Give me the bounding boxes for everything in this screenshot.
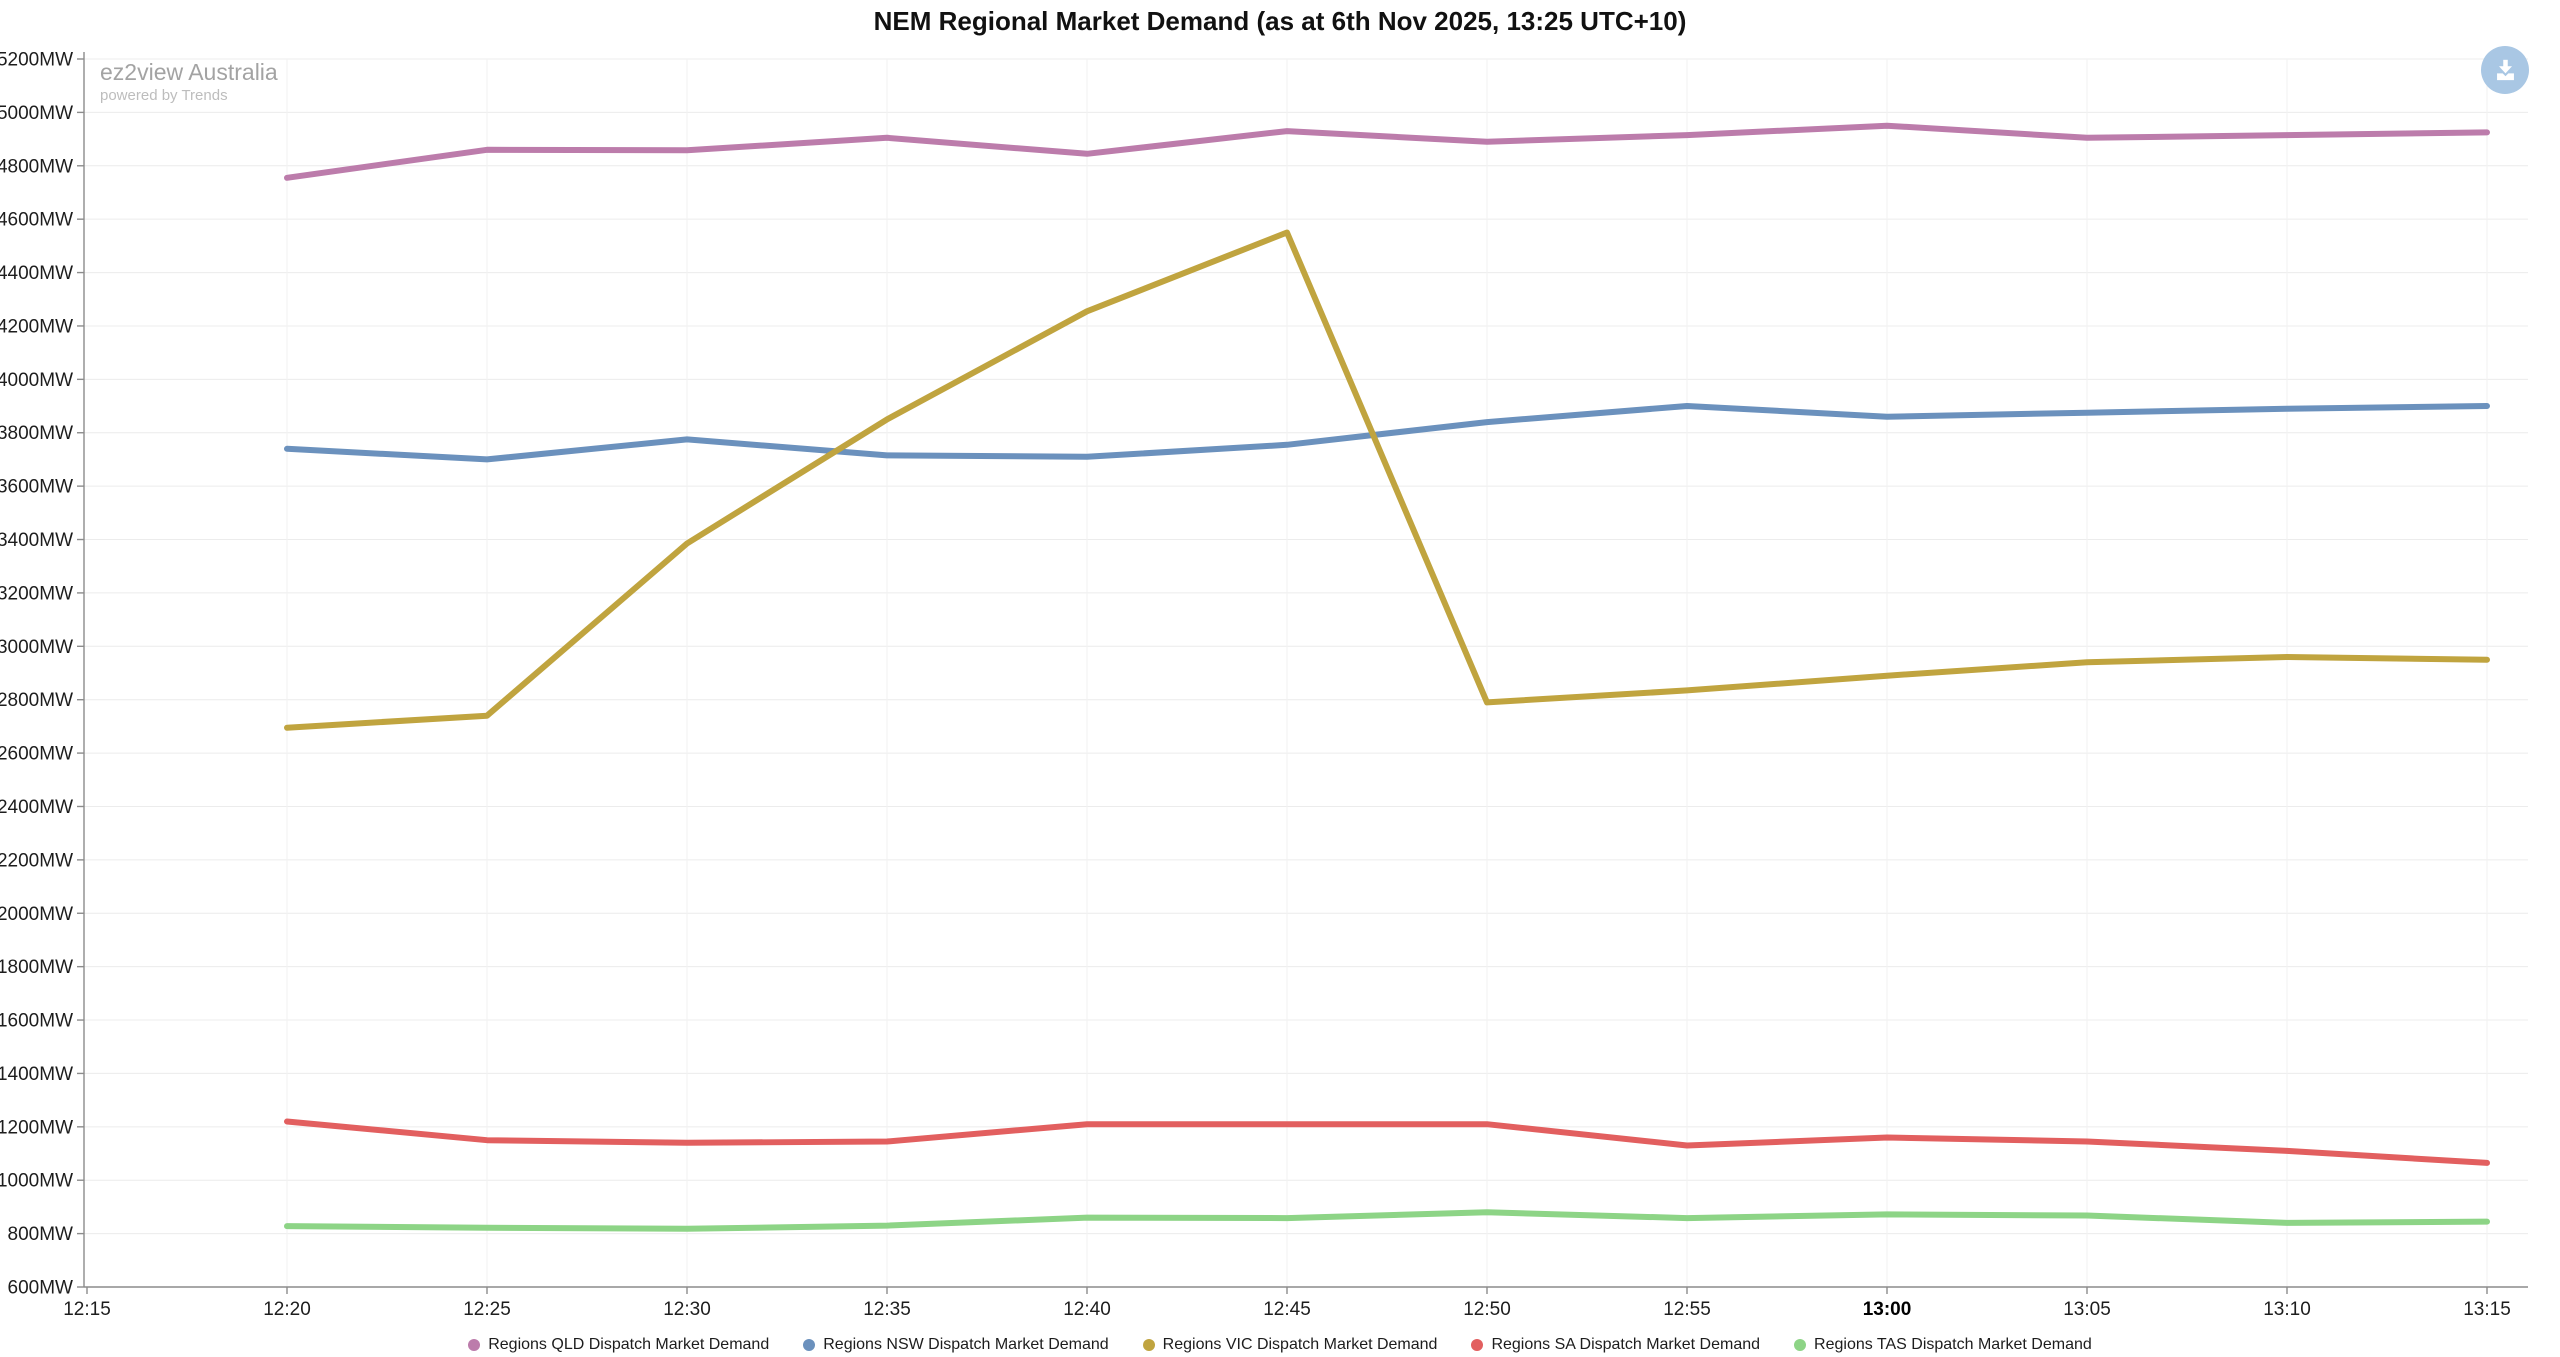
- y-axis-label: 1200MW: [0, 1117, 73, 1138]
- download-button[interactable]: [2481, 46, 2529, 94]
- y-axis-label: 2600MW: [0, 744, 73, 765]
- series-line: [284, 403, 2490, 463]
- legend-item[interactable]: Regions QLD Dispatch Market Demand: [468, 1336, 769, 1354]
- y-axis-label: 4600MW: [0, 210, 73, 231]
- legend-dot: [468, 1338, 481, 1351]
- y-axis-label: 3400MW: [0, 530, 73, 551]
- x-axis-label: 12:50: [1463, 1299, 1511, 1320]
- y-axis-label: 2400MW: [0, 797, 73, 818]
- x-axis-label: 12:35: [863, 1299, 911, 1320]
- page-title: NEM Regional Market Demand (as at 6th No…: [873, 6, 1687, 36]
- y-axis-label: 4000MW: [0, 370, 73, 391]
- legend-item[interactable]: Regions SA Dispatch Market Demand: [1471, 1336, 1760, 1354]
- x-axis-label: 12:25: [463, 1299, 511, 1320]
- legend-item[interactable]: Regions TAS Dispatch Market Demand: [1794, 1336, 2092, 1354]
- y-axis-label: 2800MW: [0, 690, 73, 711]
- y-axis-label: 3600MW: [0, 477, 73, 498]
- watermark-subtitle: powered by Trends: [100, 86, 228, 104]
- legend-label: Regions VIC Dispatch Market Demand: [1162, 1335, 1438, 1353]
- chart-legend: Regions QLD Dispatch Market Demand Region…: [0, 1332, 2560, 1357]
- y-axis-label: 5200MW: [0, 50, 73, 71]
- y-axis-label: 600MW: [8, 1278, 74, 1299]
- legend-dot: [803, 1338, 816, 1351]
- y-axis-label: 4200MW: [0, 316, 73, 337]
- x-axis-label: 13:05: [2063, 1299, 2111, 1320]
- legend-label: Regions TAS Dispatch Market Demand: [1814, 1335, 2092, 1353]
- y-axis-label: 1600MW: [0, 1011, 73, 1032]
- y-axis-label: 2200MW: [0, 850, 73, 871]
- legend-item[interactable]: Regions NSW Dispatch Market Demand: [803, 1335, 1109, 1354]
- y-axis-label: 1800MW: [0, 957, 73, 978]
- y-axis-label: 3000MW: [0, 637, 73, 658]
- x-axis-label: 12:30: [663, 1299, 711, 1320]
- y-axis-label: 1000MW: [0, 1171, 73, 1192]
- watermark-brand: ez2view Australia: [100, 59, 278, 85]
- legend-label: Regions QLD Dispatch Market Demand: [488, 1335, 770, 1353]
- legend-dot: [1794, 1338, 1807, 1351]
- y-axis-label: 5000MW: [0, 103, 73, 124]
- legend-label: Regions NSW Dispatch Market Demand: [823, 1335, 1109, 1353]
- legend-dot: [1471, 1338, 1484, 1351]
- x-axis-label: 12:20: [263, 1299, 311, 1320]
- y-axis-label: 2000MW: [0, 904, 73, 925]
- download-icon: [2496, 59, 2514, 80]
- legend-dot: [1142, 1338, 1155, 1351]
- x-axis-label: 12:55: [1663, 1299, 1711, 1320]
- y-axis-label: 3800MW: [0, 423, 73, 444]
- legend-label: Regions SA Dispatch Market Demand: [1491, 1335, 1761, 1353]
- x-axis-label: 12:15: [63, 1299, 111, 1320]
- series-line: [284, 229, 2490, 731]
- watermark: ez2view Australia powered by Trends: [100, 58, 278, 106]
- y-axis-label: 4400MW: [0, 263, 73, 284]
- y-axis-label: 4800MW: [0, 156, 73, 177]
- x-axis-label: 13:00: [1863, 1299, 1912, 1320]
- x-axis-label: 13:10: [2263, 1299, 2311, 1320]
- y-axis-label: 3200MW: [0, 583, 73, 604]
- y-axis-label: 800MW: [8, 1224, 74, 1245]
- x-axis-label: 12:45: [1263, 1299, 1311, 1320]
- series-line: [284, 122, 2490, 181]
- y-axis-label: 1400MW: [0, 1064, 73, 1085]
- series-line: [284, 1209, 2490, 1232]
- x-axis-label: 13:15: [2463, 1299, 2511, 1320]
- x-axis-label: 12:40: [1063, 1299, 1111, 1320]
- series-line: [284, 1118, 2490, 1166]
- legend-item[interactable]: Regions VIC Dispatch Market Demand: [1142, 1335, 1438, 1354]
